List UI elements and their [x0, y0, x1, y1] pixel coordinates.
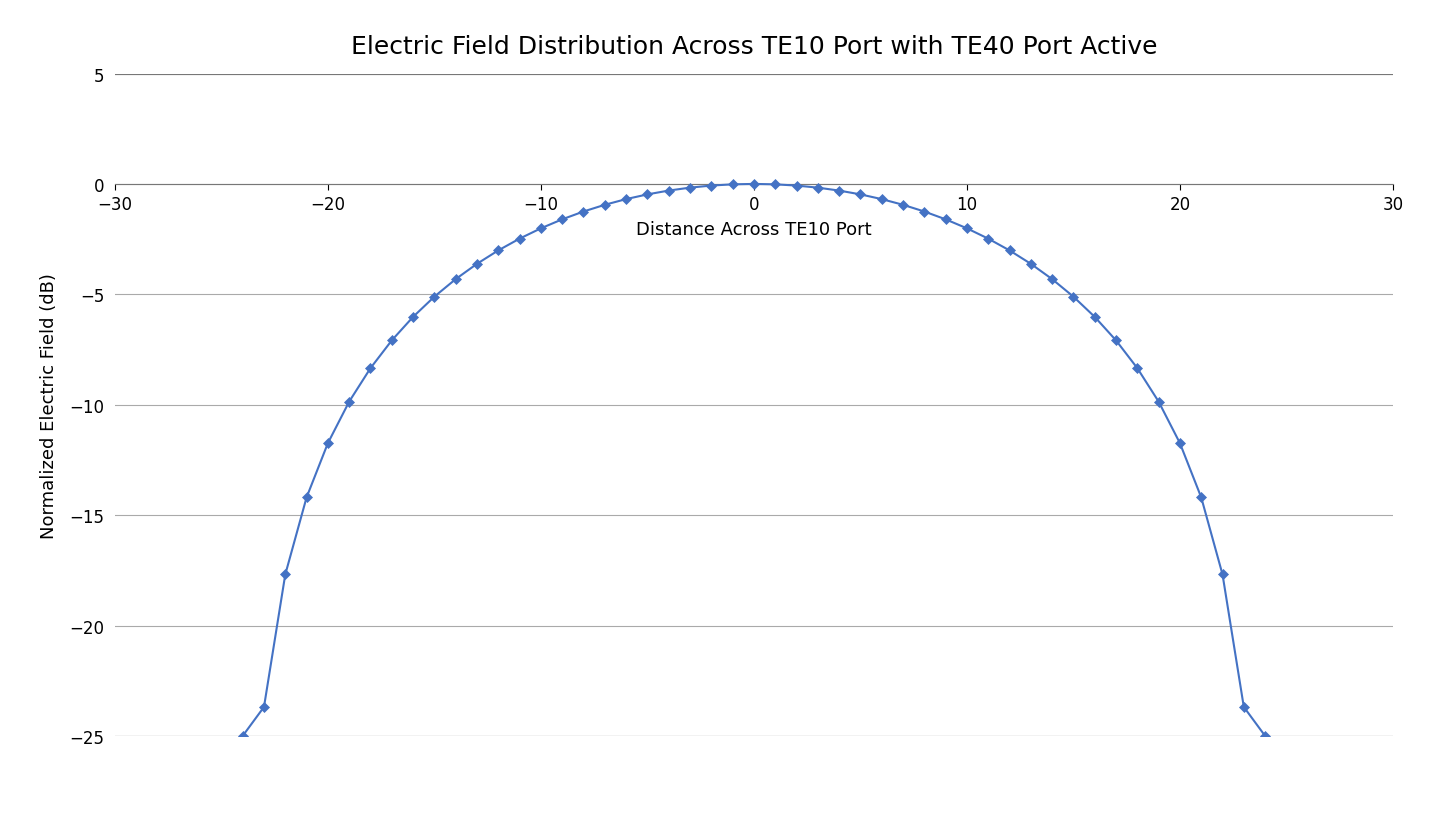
Title: Electric Field Distribution Across TE10 Port with TE40 Port Active: Electric Field Distribution Across TE10 … — [350, 35, 1157, 59]
X-axis label: Distance Across TE10 Port: Distance Across TE10 Port — [636, 221, 872, 239]
Y-axis label: Normalized Electric Field (dB): Normalized Electric Field (dB) — [40, 272, 59, 538]
